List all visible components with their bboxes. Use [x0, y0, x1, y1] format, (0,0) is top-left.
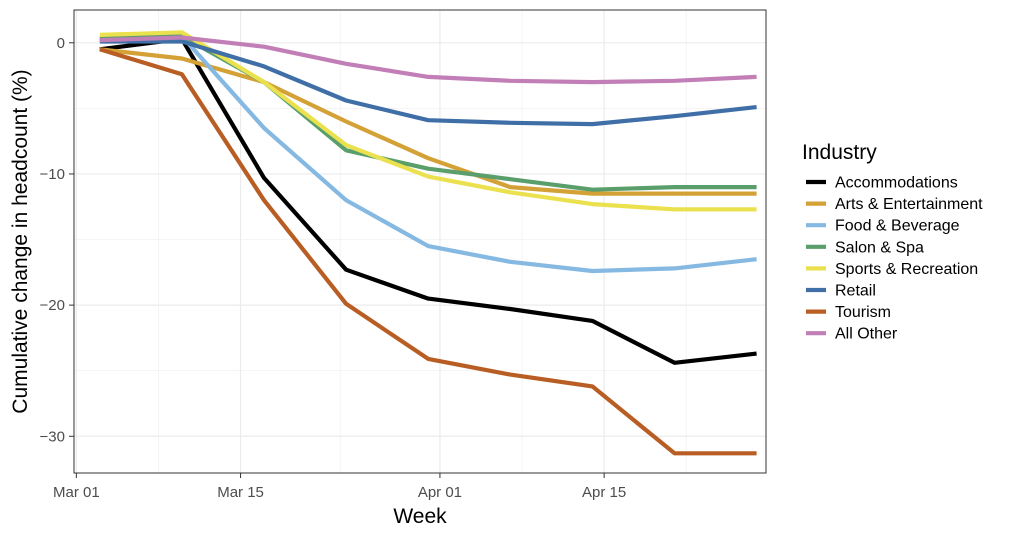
- legend-label: All Other: [835, 326, 898, 343]
- series-line-salon-spa: [99, 34, 757, 192]
- x-tick-label: Apr 01: [418, 484, 462, 501]
- legend-label: Tourism: [835, 304, 891, 321]
- y-tick-label: −30: [40, 428, 65, 445]
- series-line-all-other: [99, 35, 757, 85]
- y-tick-label: −10: [40, 166, 65, 183]
- x-axis-title: Week: [393, 505, 447, 528]
- series-line-accommodations: [99, 36, 757, 365]
- legend: Industry Accommodations Arts & Entertainm…: [802, 141, 983, 343]
- legend-label: Food & Beverage: [835, 218, 960, 235]
- y-axis-title: Cumulative change in headcount (%): [9, 69, 32, 413]
- series-line-food-beverage: [99, 34, 757, 274]
- y-tick-label: −20: [40, 297, 65, 314]
- legend-label: Arts & Entertainment: [835, 196, 983, 213]
- legend-title: Industry: [802, 141, 877, 164]
- series-line-tourism: [99, 47, 757, 456]
- plot-panel: [73, 9, 767, 474]
- y-tick-label: 0: [57, 35, 65, 52]
- series-layer: [99, 30, 757, 456]
- x-tick-label: Mar 01: [53, 484, 100, 501]
- axis-ticks: [69, 42, 605, 478]
- legend-label: Salon & Spa: [835, 239, 924, 256]
- legend-label: Accommodations: [835, 175, 958, 192]
- x-tick-label: Apr 15: [582, 484, 626, 501]
- legend-label: Sports & Recreation: [835, 261, 978, 278]
- legend-label: Retail: [835, 283, 876, 300]
- x-tick-label: Mar 15: [217, 484, 264, 501]
- axis-tick-labels: Mar 01 Mar 15 Apr 01 Apr 15 0 −10 −20 −30: [40, 35, 627, 501]
- series-line-retail: [99, 39, 757, 127]
